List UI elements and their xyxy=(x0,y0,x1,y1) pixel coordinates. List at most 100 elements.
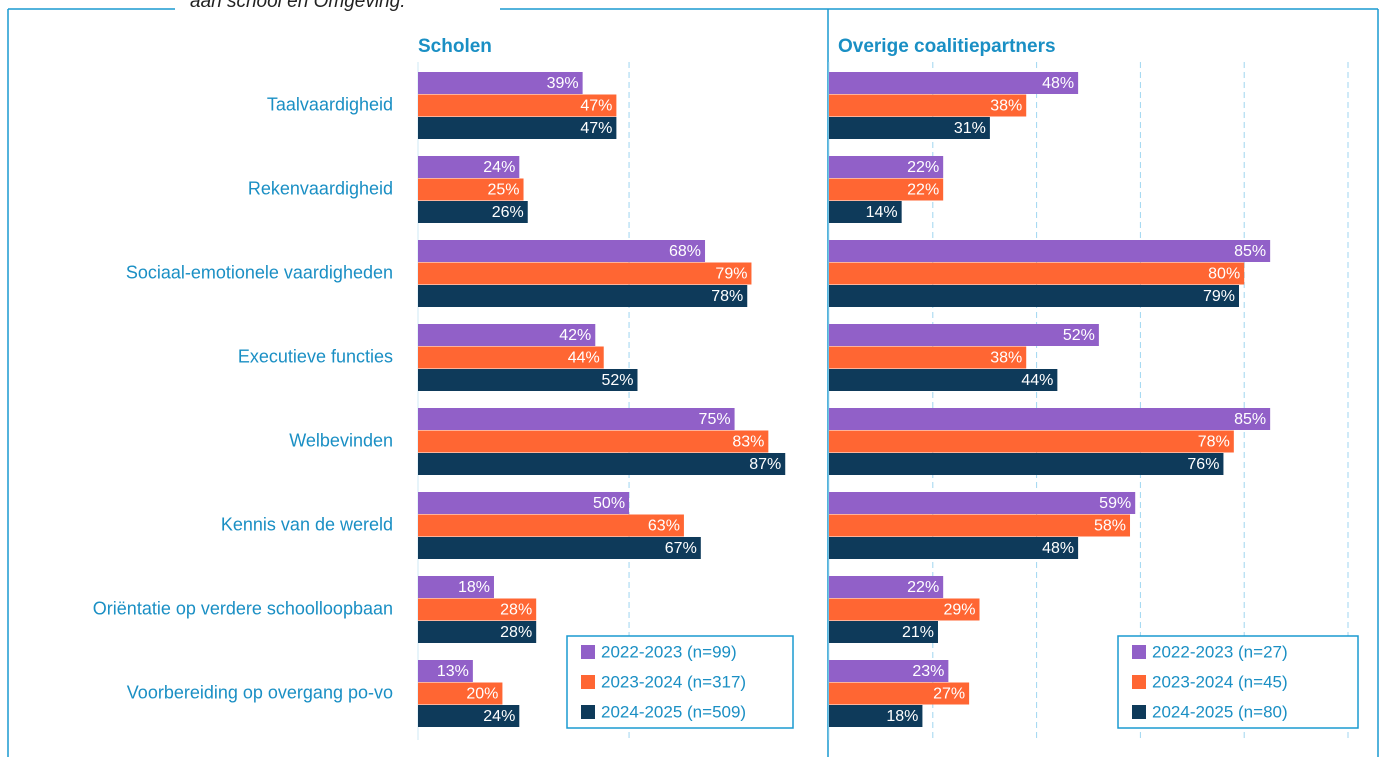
category-label: Welbevinden xyxy=(289,430,393,450)
category-label: Rekenvaardigheid xyxy=(248,178,393,198)
value-label: 79% xyxy=(1203,288,1235,305)
bar xyxy=(829,682,970,705)
legend-swatch xyxy=(581,645,595,659)
bar xyxy=(418,430,769,453)
bar xyxy=(418,682,503,705)
bar xyxy=(418,576,494,598)
value-label: 14% xyxy=(866,204,898,221)
bar xyxy=(829,408,1271,430)
value-label: 85% xyxy=(1234,243,1266,260)
value-label: 44% xyxy=(1021,372,1053,389)
value-label: 27% xyxy=(933,686,965,703)
value-label: 39% xyxy=(547,75,579,92)
value-label: 26% xyxy=(492,204,524,221)
bar xyxy=(418,72,583,94)
value-label: 80% xyxy=(1208,266,1240,283)
bar xyxy=(418,598,537,621)
bar xyxy=(829,94,1027,117)
bar xyxy=(829,117,990,139)
bar xyxy=(829,576,944,598)
legend-swatch xyxy=(581,705,595,719)
bar xyxy=(829,346,1027,369)
bar xyxy=(829,201,902,223)
bar xyxy=(829,72,1079,94)
legend-label: 2022-2023 (n=27) xyxy=(1152,642,1288,661)
bar xyxy=(829,262,1245,285)
category-label: Voorbereiding op overgang po-vo xyxy=(127,682,393,702)
bar xyxy=(418,117,617,139)
value-label: 78% xyxy=(711,288,743,305)
value-label: 18% xyxy=(458,579,490,596)
bar xyxy=(418,660,473,682)
value-label: 59% xyxy=(1099,495,1131,512)
value-label: 83% xyxy=(732,434,764,451)
value-label: 13% xyxy=(437,663,469,680)
bar xyxy=(829,705,923,727)
value-label: 28% xyxy=(500,602,532,619)
legend-swatch xyxy=(1132,705,1146,719)
value-label: 31% xyxy=(954,120,986,137)
bar xyxy=(418,285,748,307)
legend-box xyxy=(566,635,794,729)
bar xyxy=(418,324,596,346)
bar xyxy=(829,598,980,621)
bar xyxy=(418,156,520,178)
value-label: 68% xyxy=(669,243,701,260)
legend-label: 2023-2024 (n=317) xyxy=(601,672,746,691)
bar xyxy=(829,178,944,201)
category-label: Taalvaardigheid xyxy=(267,94,393,114)
bar xyxy=(829,621,938,643)
value-label: 20% xyxy=(466,686,498,703)
value-label: 28% xyxy=(500,624,532,641)
category-label: Oriëntatie op verdere schoolloopbaan xyxy=(93,598,393,618)
legend-label: 2022-2023 (n=99) xyxy=(601,642,737,661)
value-label: 48% xyxy=(1042,540,1074,557)
value-label: 48% xyxy=(1042,75,1074,92)
value-label: 38% xyxy=(990,98,1022,115)
bar xyxy=(418,94,617,117)
panel-title: Scholen xyxy=(418,36,492,57)
value-label: 47% xyxy=(580,98,612,115)
value-label: 58% xyxy=(1094,518,1126,535)
bar xyxy=(418,453,786,475)
value-label: 76% xyxy=(1187,456,1219,473)
value-label: 38% xyxy=(990,350,1022,367)
panel-title: Overige coalitiepartners xyxy=(838,36,1056,57)
value-label: 52% xyxy=(601,372,633,389)
bar xyxy=(418,514,684,537)
legend-label: 2023-2024 (n=45) xyxy=(1152,672,1288,691)
bar xyxy=(418,621,537,643)
bar xyxy=(829,430,1234,453)
bar xyxy=(829,492,1136,514)
value-label: 18% xyxy=(886,708,918,725)
bar xyxy=(418,408,735,430)
bar xyxy=(418,492,630,514)
legend-swatch xyxy=(1132,675,1146,689)
bar xyxy=(418,537,701,559)
category-label: Executieve functies xyxy=(238,346,393,366)
value-label: 63% xyxy=(648,518,680,535)
bar xyxy=(829,285,1240,307)
value-label: 50% xyxy=(593,495,625,512)
value-label: 29% xyxy=(943,602,975,619)
bar xyxy=(829,156,944,178)
bar xyxy=(829,369,1058,391)
value-label: 22% xyxy=(907,579,939,596)
bar xyxy=(829,537,1079,559)
value-label: 47% xyxy=(580,120,612,137)
value-label: 24% xyxy=(483,159,515,176)
value-label: 67% xyxy=(665,540,697,557)
category-label: Kennis van de wereld xyxy=(221,514,393,534)
bar xyxy=(829,453,1224,475)
value-label: 52% xyxy=(1063,327,1095,344)
value-label: 22% xyxy=(907,182,939,199)
value-label: 25% xyxy=(487,182,519,199)
bar xyxy=(418,346,604,369)
bar xyxy=(829,240,1271,262)
bar xyxy=(418,240,706,262)
value-label: 22% xyxy=(907,159,939,176)
value-label: 85% xyxy=(1234,411,1266,428)
value-label: 79% xyxy=(715,266,747,283)
bar xyxy=(418,262,752,285)
